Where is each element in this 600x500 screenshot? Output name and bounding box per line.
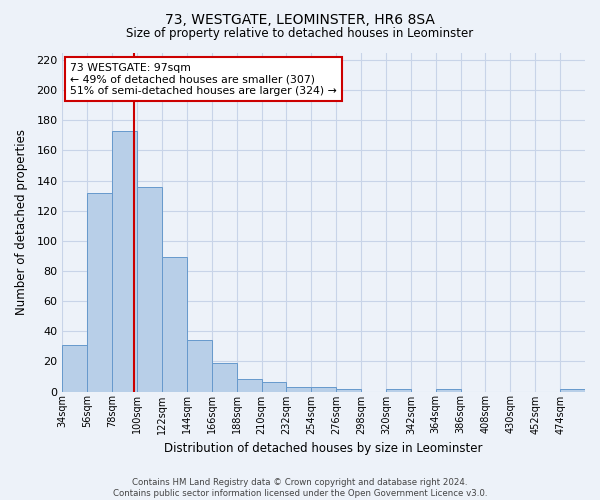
Text: Contains HM Land Registry data © Crown copyright and database right 2024.
Contai: Contains HM Land Registry data © Crown c… bbox=[113, 478, 487, 498]
Bar bbox=[162, 258, 187, 392]
X-axis label: Distribution of detached houses by size in Leominster: Distribution of detached houses by size … bbox=[164, 442, 483, 455]
Text: 73, WESTGATE, LEOMINSTER, HR6 8SA: 73, WESTGATE, LEOMINSTER, HR6 8SA bbox=[165, 12, 435, 26]
Bar bbox=[560, 388, 585, 392]
Bar bbox=[112, 131, 137, 392]
Y-axis label: Number of detached properties: Number of detached properties bbox=[15, 129, 28, 315]
Bar bbox=[436, 388, 461, 392]
Bar bbox=[187, 340, 212, 392]
Bar bbox=[286, 387, 311, 392]
Text: Size of property relative to detached houses in Leominster: Size of property relative to detached ho… bbox=[127, 28, 473, 40]
Text: 73 WESTGATE: 97sqm
← 49% of detached houses are smaller (307)
51% of semi-detach: 73 WESTGATE: 97sqm ← 49% of detached hou… bbox=[70, 62, 337, 96]
Bar bbox=[336, 388, 361, 392]
Bar bbox=[62, 345, 88, 392]
Bar bbox=[262, 382, 286, 392]
Bar bbox=[386, 388, 411, 392]
Bar bbox=[311, 387, 336, 392]
Bar bbox=[212, 363, 236, 392]
Bar bbox=[236, 380, 262, 392]
Bar bbox=[88, 192, 112, 392]
Bar bbox=[137, 186, 162, 392]
